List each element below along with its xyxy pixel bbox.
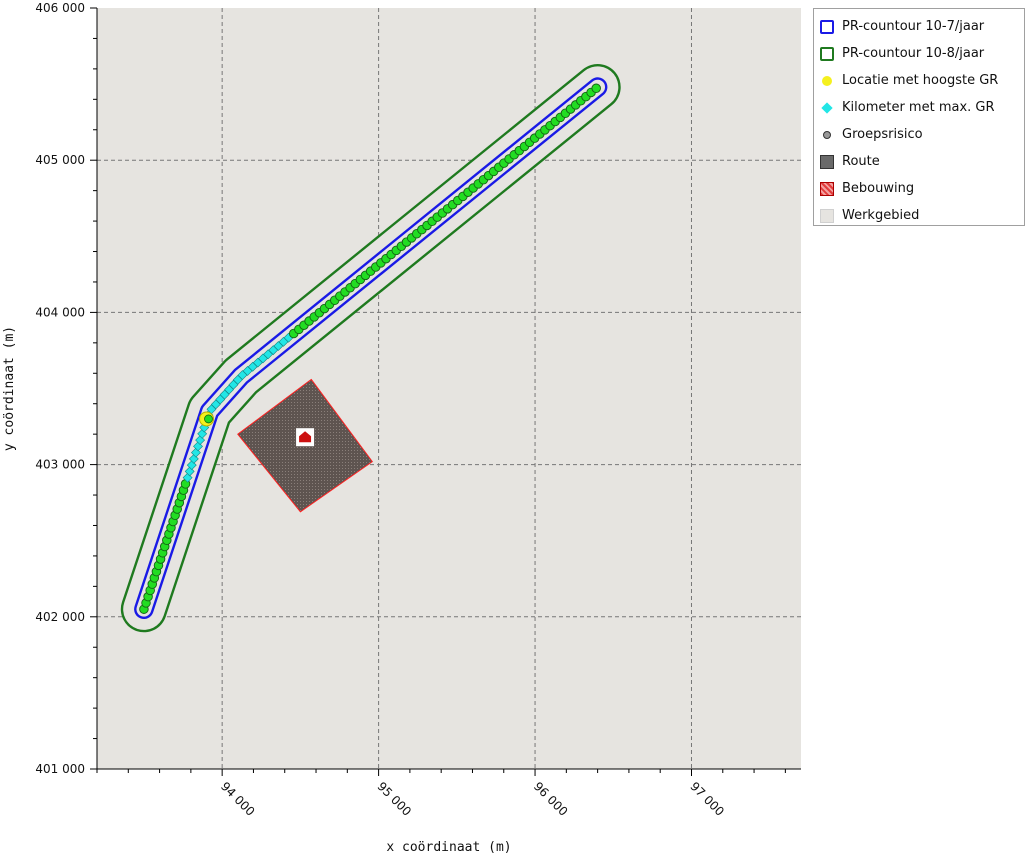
legend-item-bebouwing: Bebouwing	[814, 175, 1024, 202]
legend-item-groepsrisico: Groepsrisico	[814, 121, 1024, 148]
legend-item-max-location: Locatie met hoogste GR	[814, 67, 1024, 94]
y-axis-title: y coördinaat (m)	[2, 326, 17, 451]
blue-outline-square-icon	[820, 19, 834, 34]
x-tick-label: 94 000	[218, 779, 258, 819]
legend-label: Locatie met hoogste GR	[842, 73, 999, 88]
y-tick-label: 406 000	[35, 1, 85, 15]
legend-label: Bebouwing	[842, 181, 915, 196]
cyan-diamond-icon	[821, 101, 833, 114]
legend-label: PR-countour 10-7/jaar	[842, 19, 985, 34]
legend-label: Kilometer met max. GR	[842, 100, 995, 115]
legend: PR-countour 10-7/jaar PR-countour 10-8/j…	[813, 8, 1025, 226]
red-hatched-square-icon	[820, 181, 834, 196]
x-tick-label: 95 000	[374, 779, 414, 819]
building-area	[237, 378, 374, 513]
x-axis-title: x coördinaat (m)	[386, 840, 511, 855]
green-outline-square-icon	[820, 46, 834, 61]
legend-label: Werkgebied	[842, 208, 920, 223]
route-point	[591, 83, 601, 94]
y-tick-label: 404 000	[35, 305, 85, 319]
y-tick-label: 405 000	[35, 153, 85, 167]
route-points	[139, 83, 601, 614]
legend-item-kilometer: Kilometer met max. GR	[814, 94, 1024, 121]
yellow-dot-icon	[822, 75, 832, 86]
grey-dot-icon	[823, 130, 831, 139]
route-point	[204, 414, 213, 424]
x-tick-label: 97 000	[687, 779, 727, 819]
light-grey-square-icon	[820, 208, 834, 223]
legend-item-route: Route	[814, 148, 1024, 175]
y-tick-label: 402 000	[35, 610, 85, 624]
legend-item-pr7: PR-countour 10-7/jaar	[814, 13, 1024, 40]
y-tick-label: 403 000	[35, 458, 85, 472]
legend-label: Route	[842, 154, 880, 169]
y-tick-label: 401 000	[35, 762, 85, 776]
legend-item-pr8: PR-countour 10-8/jaar	[814, 40, 1024, 67]
house-icon	[299, 431, 312, 443]
grey-square-icon	[820, 154, 834, 169]
kilometer-max-gr-marker	[188, 453, 199, 464]
kilometer-max-gr-marker	[186, 460, 197, 471]
kilometer-max-gr-marker	[182, 472, 193, 483]
x-tick-label: 96 000	[531, 779, 571, 819]
legend-label: Groepsrisico	[842, 127, 923, 142]
legend-item-werkgebied: Werkgebied	[814, 202, 1024, 229]
legend-label: PR-countour 10-8/jaar	[842, 46, 985, 61]
